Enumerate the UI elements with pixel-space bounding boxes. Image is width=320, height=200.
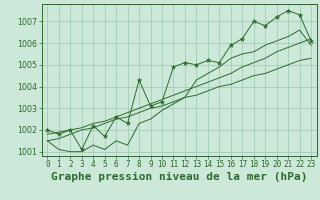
X-axis label: Graphe pression niveau de la mer (hPa): Graphe pression niveau de la mer (hPa)	[51, 172, 308, 182]
